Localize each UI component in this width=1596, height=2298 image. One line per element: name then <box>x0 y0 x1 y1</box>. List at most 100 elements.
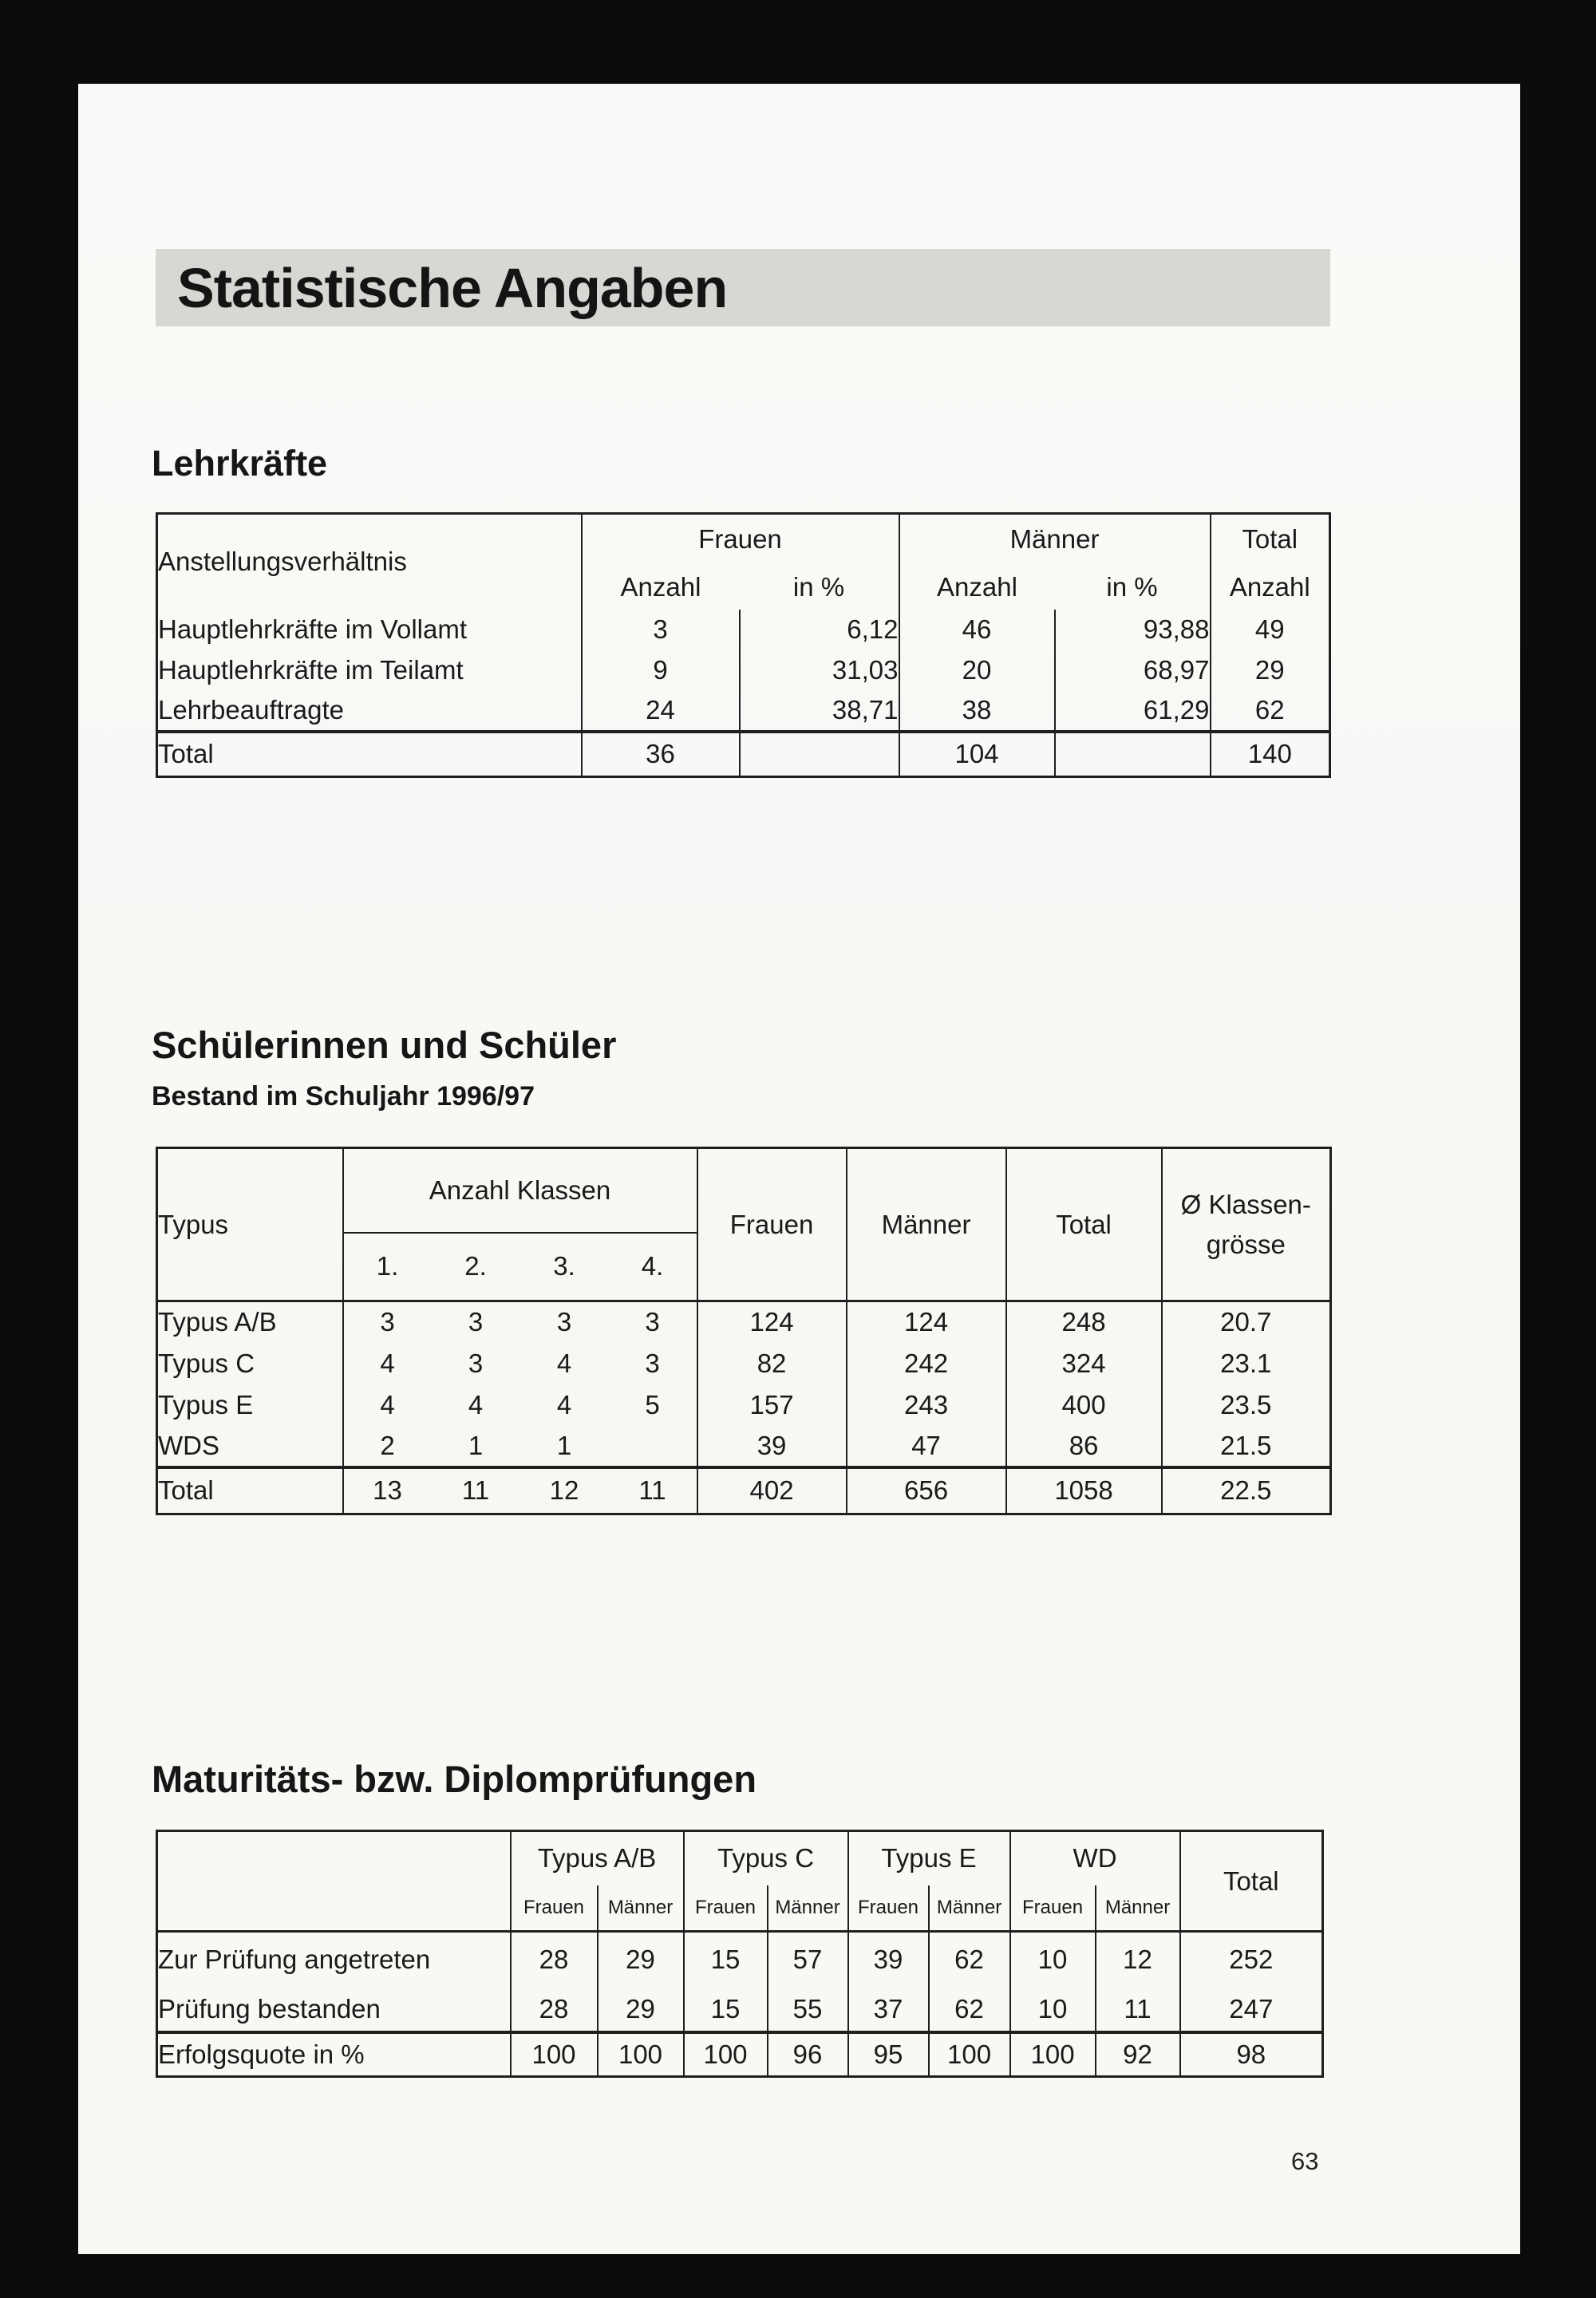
table-cell: 29 <box>1254 655 1285 685</box>
section-subheading-bestand: Bestand im Schuljahr 1996/97 <box>152 1081 535 1111</box>
column-header: Männer <box>846 1147 1007 1302</box>
table-cell: 20.7 <box>1220 1307 1272 1337</box>
column-subheader: Frauen <box>1009 1885 1096 1933</box>
table-cell: 100 <box>597 2030 685 2077</box>
column-subheader: Anzahl <box>937 571 1017 602</box>
table-row: Frauen Männer Frauen Männer Frauen Männe… <box>157 1885 1323 1933</box>
column-header: Ø Klassen-grösse <box>1161 1147 1331 1302</box>
table-cell: 1 <box>556 1430 572 1460</box>
table-row: Typus Anzahl Klassen Frauen Männer Total… <box>156 1147 1331 1302</box>
column-header: Total <box>1005 1147 1163 1302</box>
column-header-line: Ø Klassen- <box>1180 1190 1311 1219</box>
table-cell: 140 <box>1210 729 1330 777</box>
table-cell: 243 <box>846 1384 1007 1426</box>
table-cell: 38 <box>899 690 1056 732</box>
table-cell: 86 <box>1005 1425 1163 1467</box>
column-subheader: Männer <box>767 1885 849 1933</box>
table-cell: 104 <box>899 729 1056 777</box>
table-cell: 62 <box>928 1987 1011 2032</box>
page-number: 63 <box>1291 2147 1319 2175</box>
table-cell: 98 <box>1179 2030 1323 2077</box>
column-header-empty <box>156 1830 512 1933</box>
table-cell: 39 <box>697 1425 847 1467</box>
column-header-group: Anzahl Klassen <box>342 1147 698 1234</box>
column-header-group: Männer <box>899 513 1211 565</box>
table-cell: 36 <box>581 729 741 777</box>
section-heading-lehrkraefte: Lehrkräfte <box>152 443 328 484</box>
table-cell: 15 <box>683 1931 768 1988</box>
table-cell: 11 <box>1095 1987 1181 2032</box>
table-row: Typus A/B Typus C Typus E WD Total <box>156 1830 1323 1933</box>
table-cell: 248 <box>1005 1301 1163 1343</box>
table-cell: 55 <box>767 1987 849 2032</box>
table-cell: 100 <box>928 2030 1011 2077</box>
table-cell: 402 <box>697 1465 847 1514</box>
column-subheader: 2. <box>431 1232 520 1302</box>
table-cell: 2 <box>380 1430 395 1460</box>
column-subheader: Männer <box>1095 1885 1181 1933</box>
table-cell: 11 <box>431 1465 520 1514</box>
table-cell: 3 <box>608 1342 698 1384</box>
row-label: Hauptlehrkräfte im Vollamt <box>156 609 583 650</box>
table-cell: 93,88 <box>1054 609 1211 650</box>
column-subheader: Anzahl <box>620 571 701 602</box>
table-cell: 29 <box>597 1987 685 2032</box>
table-cell: 68,97 <box>1054 650 1211 691</box>
table-row: Typus E 4 4 4 5 157 243 400 23.5 <box>156 1384 1331 1426</box>
table-cell: 62 <box>928 1931 1011 1988</box>
table-cell: 10 <box>1009 1931 1096 1988</box>
table-row: Typus A/B 3 3 3 3 124 124 248 20.7 <box>156 1301 1331 1343</box>
column-subheader: Frauen <box>510 1885 598 1933</box>
column-header: Frauen <box>697 1147 847 1302</box>
table-cell: 20 <box>899 650 1056 691</box>
table-cell: 100 <box>510 2030 598 2077</box>
section-heading-pruefungen: Maturitäts- bzw. Diplomprüfungen <box>152 1758 757 1800</box>
page-title: Statistische Angaben <box>177 257 728 319</box>
table-cell: 4 <box>556 1389 572 1419</box>
table-cell: 3 <box>608 1301 698 1343</box>
table-cell: 39 <box>847 1931 930 1988</box>
table-cell: 37 <box>847 1987 930 2032</box>
table-cell: 22.5 <box>1161 1465 1331 1514</box>
table-cell <box>608 1425 698 1467</box>
table-cell: 24 <box>581 690 741 732</box>
table-schueler: Typus Anzahl Klassen Frauen Männer Total… <box>156 1147 1333 1515</box>
column-subheader: in % <box>1054 564 1211 610</box>
table-cell: 92 <box>1095 2030 1181 2077</box>
column-subheader: Frauen <box>683 1885 768 1933</box>
table-cell: 29 <box>597 1931 685 1988</box>
table-cell: 3 <box>468 1348 484 1378</box>
table-row: Anzahl in % Anzahl in % Anzahl <box>157 564 1330 610</box>
table-cell: 82 <box>697 1342 847 1384</box>
row-label: Zur Prüfung angetreten <box>156 1931 512 1988</box>
table-total-row: Total 13 11 12 11 402 656 1058 22.5 <box>156 1465 1331 1514</box>
column-header: Anstellungsverhältnis <box>156 513 583 610</box>
table-cell: 13 <box>342 1465 432 1514</box>
table-cell: 124 <box>846 1301 1007 1343</box>
row-label: Erfolgsquote in % <box>156 2030 512 2077</box>
column-subheader: in % <box>739 564 900 610</box>
table-cell: 62 <box>1254 695 1285 725</box>
table-cell: 242 <box>846 1342 1007 1384</box>
table-cell: 4 <box>468 1389 484 1419</box>
column-header-group: Frauen <box>581 513 900 565</box>
column-header: Typus <box>156 1147 344 1302</box>
table-cell: 10 <box>1009 1987 1096 2032</box>
table-cell: 100 <box>1009 2030 1096 2077</box>
table-cell: 9 <box>581 650 741 691</box>
table-row: Hauptlehrkräfte im Teilamt 9 31,03 20 68… <box>156 650 1330 691</box>
section-heading-schueler: Schülerinnen und Schüler <box>152 1024 617 1066</box>
table-cell: 12 <box>1095 1931 1181 1988</box>
table-total-row: Erfolgsquote in % 100 100 100 96 95 100 … <box>156 2030 1323 2077</box>
column-header-group: Typus C <box>683 1830 849 1885</box>
table-cell: 247 <box>1229 1993 1274 2024</box>
table-cell: 1 <box>468 1430 484 1460</box>
row-label: Hauptlehrkräfte im Teilamt <box>156 650 583 691</box>
table-cell <box>1054 729 1211 777</box>
column-header-group: Typus E <box>847 1830 1011 1885</box>
table-cell: 1058 <box>1005 1465 1163 1514</box>
table-cell: 23.1 <box>1220 1348 1272 1378</box>
table-cell: 23.5 <box>1220 1389 1272 1419</box>
table-cell: 28 <box>510 1987 598 2032</box>
